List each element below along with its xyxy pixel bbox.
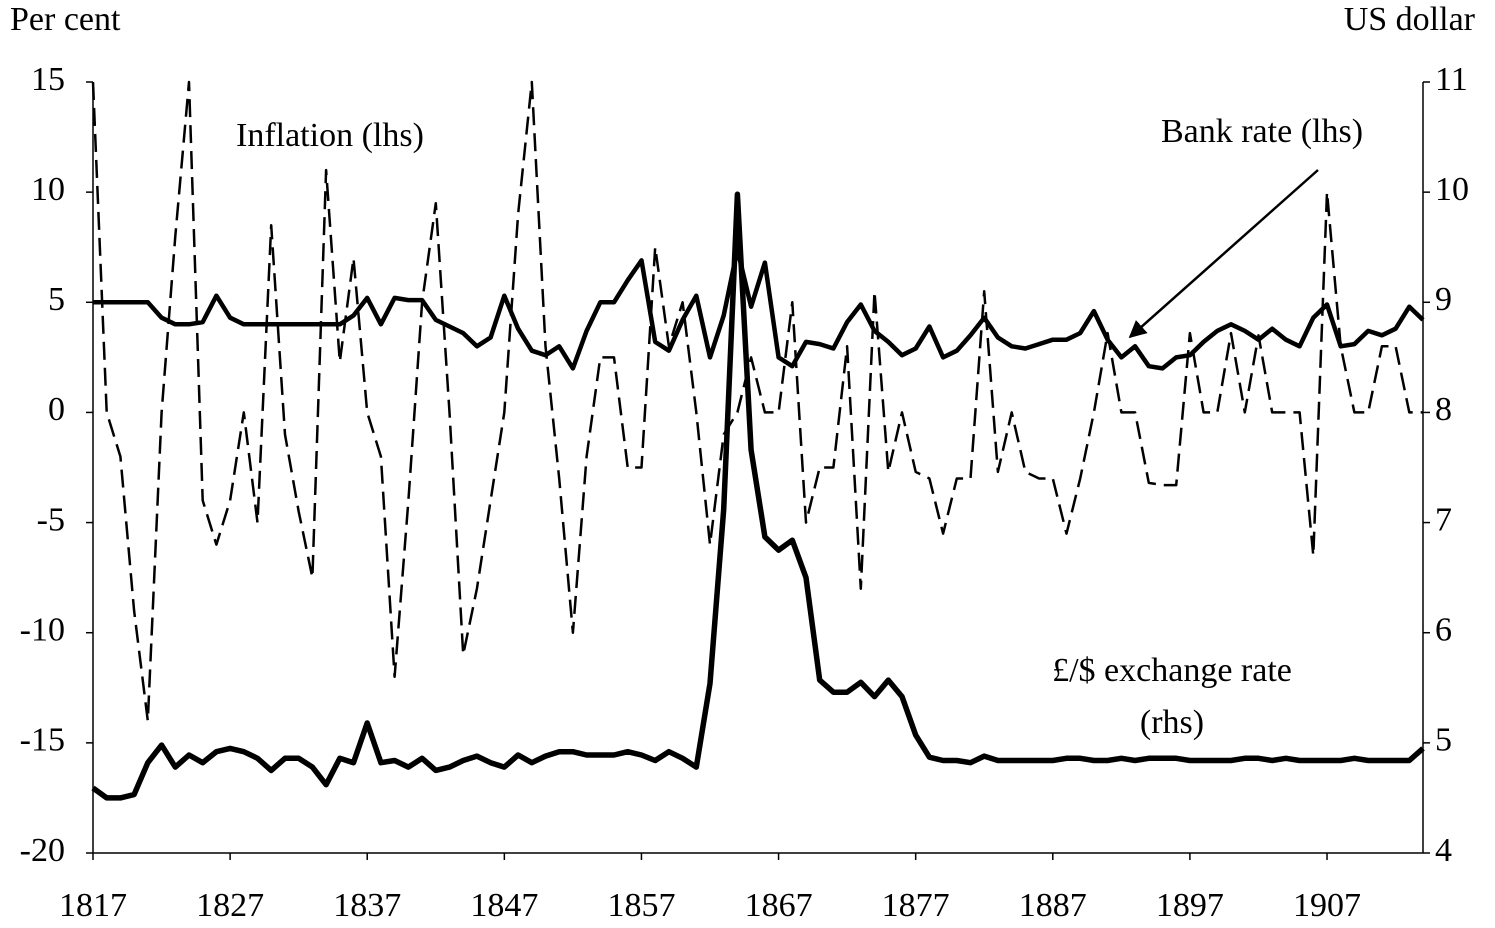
y2-tick-label: 5: [1435, 722, 1452, 759]
y-tick-label: -15: [20, 722, 65, 759]
y-tick-label: 15: [31, 61, 65, 98]
y2-tick-label: 9: [1435, 281, 1452, 318]
y-tick-label: -10: [20, 612, 65, 649]
x-tick-label: 1847: [470, 887, 538, 924]
y-tick-label: -5: [37, 501, 65, 538]
x-tick-label: 1857: [607, 887, 675, 924]
y2-axis-label: US dollar: [1344, 1, 1476, 38]
series-label: Bank rate (lhs): [1161, 113, 1363, 150]
y2-tick-label: 11: [1435, 61, 1468, 98]
y2-tick-label: 8: [1435, 391, 1452, 428]
y2-tick-label: 6: [1435, 612, 1452, 649]
x-tick-label: 1877: [882, 887, 950, 924]
x-tick-label: 1867: [745, 887, 813, 924]
y-axis-label: Per cent: [10, 1, 121, 38]
series-label: £/$ exchange rate (rhs): [1052, 652, 1292, 741]
series-line: [91, 191, 1425, 801]
series-line: [93, 247, 1425, 371]
y2-tick-label: 7: [1435, 501, 1452, 538]
y2-tick-label: 4: [1435, 832, 1452, 869]
y-tick-label: 0: [48, 391, 65, 428]
series-line: [91, 80, 1423, 723]
x-tick-label: 1907: [1293, 887, 1361, 924]
x-tick-label: 1817: [59, 887, 127, 924]
y-tick-label: 5: [48, 281, 65, 318]
y-tick-label: 10: [31, 171, 65, 208]
y-tick-label: -20: [20, 832, 65, 869]
series-label: Inflation (lhs): [236, 117, 424, 154]
x-tick-label: 1897: [1156, 887, 1224, 924]
x-tick-label: 1887: [1019, 887, 1087, 924]
y2-tick-label: 10: [1435, 171, 1469, 208]
x-tick-label: 1837: [333, 887, 401, 924]
arrow: [1128, 169, 1319, 339]
x-tick-label: 1827: [196, 887, 264, 924]
